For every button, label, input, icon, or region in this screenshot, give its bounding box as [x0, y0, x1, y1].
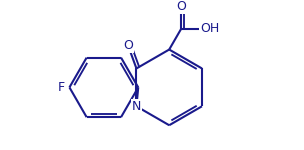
- Text: O: O: [123, 39, 133, 52]
- Text: O: O: [176, 0, 186, 13]
- Text: N: N: [132, 100, 141, 113]
- Text: OH: OH: [200, 22, 219, 35]
- Text: F: F: [57, 81, 64, 94]
